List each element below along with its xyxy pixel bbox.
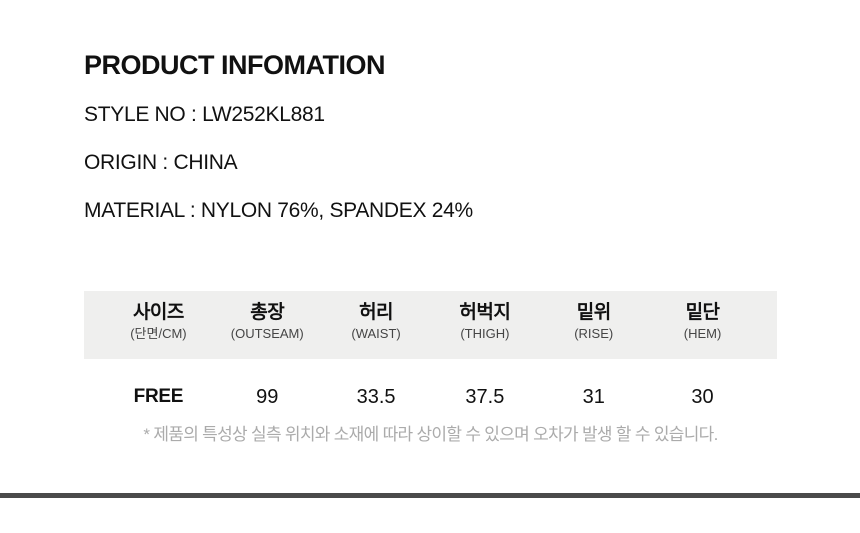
size-table-data-row: FREE 99 33.5 37.5 31 30 <box>84 359 777 435</box>
cell-hem: 30 <box>691 385 714 408</box>
column-header-rise-kr: 밑위 <box>576 302 611 323</box>
cell-rise: 31 <box>582 385 605 408</box>
bottom-divider <box>0 493 860 498</box>
column-header-size: 사이즈 (단면/CM) <box>104 301 213 359</box>
column-header-outseam-kr: 총장 <box>250 302 285 323</box>
style-no-line: STYLE NO : LW252KL881 <box>84 103 325 126</box>
column-header-thigh-kr: 허벅지 <box>459 302 511 323</box>
column-header-outseam-en: (OUTSEAM) <box>230 326 304 341</box>
column-header-rise: 밑위 (RISE) <box>539 301 648 359</box>
column-header-hem-en: (HEM) <box>683 326 722 341</box>
cell-waist: 33.5 <box>356 385 396 408</box>
column-header-hem-kr: 밑단 <box>685 302 720 323</box>
cell-outseam: 99 <box>256 385 279 408</box>
column-header-waist-en: (WAIST) <box>351 326 401 341</box>
cell-thigh: 37.5 <box>465 385 505 408</box>
column-header-thigh-en: (THIGH) <box>460 326 510 341</box>
column-header-size-kr: 사이즈 <box>132 302 184 323</box>
origin-line: ORIGIN : CHINA <box>84 151 238 174</box>
page-title: PRODUCT INFOMATION <box>84 50 385 80</box>
column-header-thigh: 허벅지 (THIGH) <box>430 301 539 359</box>
cell-size: FREE <box>133 386 184 407</box>
size-table: 사이즈 (단면/CM) 총장 (OUTSEAM) 허리 (WAIST) 허벅지 … <box>84 291 777 435</box>
column-header-waist-kr: 허리 <box>359 302 394 323</box>
material-line: MATERIAL : NYLON 76%, SPANDEX 24% <box>84 199 473 222</box>
column-header-size-en: (단면/CM) <box>130 326 187 341</box>
measurement-disclaimer-note: * 제품의 특성상 실측 위치와 소재에 따라 상이할 수 있으며 오차가 발생… <box>143 425 718 444</box>
column-header-hem: 밑단 (HEM) <box>648 301 757 359</box>
column-header-outseam: 총장 (OUTSEAM) <box>213 301 322 359</box>
size-table-header-row: 사이즈 (단면/CM) 총장 (OUTSEAM) 허리 (WAIST) 허벅지 … <box>84 291 777 359</box>
product-info-lines: STYLE NO : LW252KL881 ORIGIN : CHINA MAT… <box>84 104 473 248</box>
column-header-rise-en: (RISE) <box>574 326 614 341</box>
column-header-waist: 허리 (WAIST) <box>322 301 431 359</box>
